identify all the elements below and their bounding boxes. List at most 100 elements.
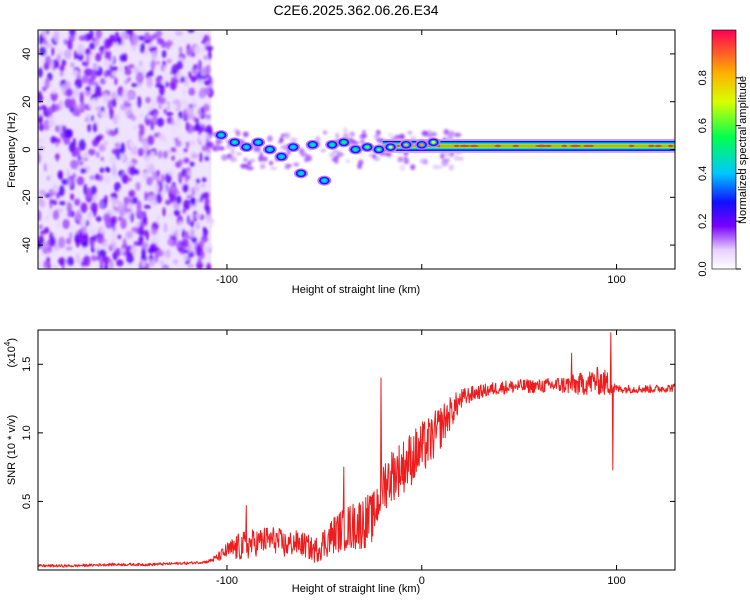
- noise-speckle: [187, 112, 195, 121]
- noise-speckle: [102, 140, 109, 147]
- feature-blob: [419, 143, 424, 147]
- noise-speckle: [158, 104, 162, 110]
- noise-speckle: [53, 30, 60, 43]
- noise-speckle: [151, 97, 155, 110]
- noise-speckle: [94, 106, 101, 111]
- noise-speckle: [166, 124, 174, 130]
- noise-speckle: [138, 212, 144, 220]
- noise-speckle: [145, 157, 151, 167]
- noise-speckle: [171, 131, 177, 139]
- noise-speckle: [171, 155, 175, 161]
- band-halo: [332, 149, 340, 153]
- spectrogram-x-ticks: -100 100: [216, 30, 626, 286]
- noise-speckle: [38, 114, 43, 125]
- noise-speckle: [87, 211, 93, 220]
- noise-speckle: [132, 124, 137, 132]
- ridge-hotspot: [495, 144, 501, 148]
- noise-speckle: [141, 259, 146, 269]
- ridge-hotspot: [583, 144, 591, 148]
- noise-speckle: [76, 146, 81, 159]
- noise-speckle: [155, 75, 162, 85]
- band-halo: [397, 156, 404, 163]
- noise-speckle: [100, 77, 106, 85]
- noise-speckle: [64, 82, 70, 90]
- signal-features: [214, 130, 441, 186]
- noise-speckle: [148, 47, 157, 52]
- feature-blob: [388, 145, 393, 149]
- noise-speckle: [126, 251, 134, 264]
- noise-speckle: [166, 42, 170, 51]
- noise-speckle: [90, 201, 98, 214]
- noise-speckle: [135, 71, 144, 84]
- noise-speckle: [38, 123, 45, 132]
- band-halo: [230, 150, 235, 156]
- noise-speckle: [78, 103, 83, 110]
- spectrogram-x-tick-label: 100: [607, 274, 625, 286]
- noise-speckle: [151, 171, 157, 181]
- noise-speckle: [194, 122, 202, 132]
- noise-speckle: [80, 167, 87, 174]
- noise-speckle: [100, 156, 105, 162]
- noise-speckle: [103, 213, 111, 223]
- noise-speckle: [47, 263, 51, 269]
- noise-speckle: [117, 86, 124, 98]
- band-halo: [443, 128, 449, 136]
- noise-speckle: [185, 231, 189, 239]
- feature-blob: [404, 143, 409, 147]
- band-halo: [375, 129, 381, 136]
- noise-speckle: [153, 112, 158, 119]
- noise-speckle: [42, 30, 47, 39]
- band-halo: [315, 136, 321, 142]
- band-halo: [268, 160, 274, 166]
- band-halo: [262, 156, 268, 162]
- noise-speckle: [137, 147, 144, 157]
- noise-speckle: [169, 192, 177, 203]
- noise-speckle: [107, 99, 113, 110]
- noise-speckle: [48, 119, 56, 128]
- noise-speckle: [173, 79, 180, 84]
- noise-speckle: [46, 256, 50, 265]
- noise-speckle: [66, 168, 70, 178]
- noise-speckle: [158, 259, 165, 266]
- band-halo: [229, 147, 236, 151]
- noise-speckle: [183, 249, 190, 254]
- noise-speckle: [138, 236, 144, 243]
- feature-blob: [322, 179, 327, 182]
- band-halo: [342, 126, 348, 134]
- noise-speckle: [96, 232, 104, 244]
- colorbar-gradient: [711, 29, 737, 270]
- noise-speckle: [193, 64, 198, 70]
- noise-speckle: [63, 49, 72, 60]
- noise-speckle: [70, 224, 76, 231]
- snr-frame: [37, 329, 676, 571]
- noise-speckle: [46, 96, 50, 106]
- noise-speckle: [112, 42, 119, 47]
- ridge-hotspot: [569, 144, 581, 148]
- noise-speckle: [99, 167, 105, 174]
- noise-speckle: [74, 198, 81, 206]
- noise-speckle: [59, 71, 64, 77]
- noise-speckle: [81, 61, 88, 66]
- feature-blob: [256, 140, 261, 144]
- noise-speckle: [123, 196, 129, 204]
- feature-blob: [267, 148, 272, 151]
- noise-speckle: [38, 106, 43, 111]
- noise-speckle: [155, 83, 163, 88]
- noise-speckle: [61, 83, 65, 94]
- noise-speckle: [70, 97, 76, 109]
- noise-speckle: [94, 85, 102, 97]
- band-halo: [407, 130, 413, 135]
- noise-speckle: [146, 114, 151, 120]
- band-halo: [329, 152, 336, 158]
- noise-speckle: [38, 67, 43, 78]
- noise-speckle: [205, 45, 214, 52]
- noise-speckle: [55, 153, 59, 162]
- feature-blob: [232, 140, 237, 144]
- noise-speckle: [51, 46, 55, 57]
- colorbar-tick-label: 0.0: [697, 261, 709, 276]
- noise-speckle: [183, 147, 188, 153]
- band-halo: [229, 156, 237, 163]
- noise-speckle: [190, 220, 195, 228]
- noise-speckle: [110, 208, 116, 214]
- noise-speckle: [119, 66, 124, 73]
